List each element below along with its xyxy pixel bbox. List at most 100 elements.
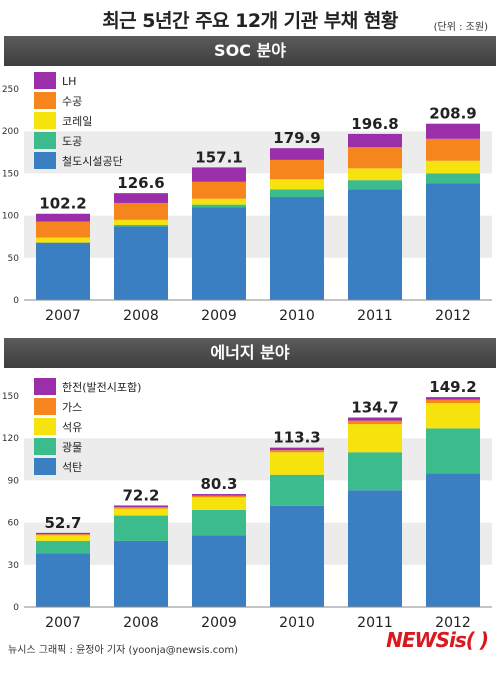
soc-bar-2009-4 (192, 167, 246, 182)
energy-legend-label: 광물 (62, 441, 82, 454)
energy-bar-2012-0 (426, 473, 480, 607)
energy-xtick-label: 2007 (45, 615, 81, 628)
soc-ytick-label: 0 (13, 296, 19, 306)
energy-total-label: 80.3 (200, 475, 237, 493)
soc-bar-2010-0 (270, 197, 324, 300)
energy-bar-2011-4 (348, 417, 402, 421)
energy-xtick-label: 2010 (279, 615, 315, 628)
energy-bar-2009-1 (192, 509, 246, 536)
soc-bar-2011-2 (348, 168, 402, 181)
soc-bar-2008-3 (114, 202, 168, 220)
energy-bar-2007-1 (36, 540, 90, 554)
soc-bar-2008-1 (114, 224, 168, 227)
soc-legend-label: 철도시설공단 (62, 155, 123, 168)
soc-bar-2010-1 (270, 189, 324, 198)
energy-bar-2007-2 (36, 535, 90, 541)
energy-bar-2010-4 (270, 447, 324, 451)
energy-bar-2010-1 (270, 474, 324, 506)
soc-bar-2009-0 (192, 207, 246, 300)
soc-xtick-label: 2010 (279, 308, 315, 324)
soc-bar-2008-2 (114, 219, 168, 225)
soc-bar-2010-2 (270, 179, 324, 190)
energy-legend-label: 한전(발전시포함) (62, 381, 141, 394)
energy-bar-2009-4 (192, 494, 246, 496)
unit-label: (단위 : 조원) (433, 22, 488, 33)
soc-bar-2012-2 (426, 160, 480, 174)
soc-ytick-label: 50 (8, 254, 20, 264)
soc-bar-2011-3 (348, 147, 402, 169)
soc-bar-2011-1 (348, 180, 402, 190)
energy-bar-2011-0 (348, 490, 402, 607)
energy-legend-swatch (34, 438, 56, 455)
soc-ytick-label: 100 (2, 212, 19, 222)
soc-bar-2009-3 (192, 181, 246, 199)
soc-bar-2009-2 (192, 198, 246, 205)
energy-ytick-label: 0 (13, 603, 19, 613)
soc-section-header: SOC 분야 (4, 36, 496, 66)
soc-xtick-label: 2007 (45, 308, 81, 324)
soc-total-label: 157.1 (195, 148, 242, 166)
soc-legend-label: 코레일 (62, 114, 92, 128)
energy-bar-2008-0 (114, 540, 168, 607)
soc-legend-swatch (34, 92, 56, 109)
soc-grid-band (24, 131, 492, 174)
soc-bar-2012-0 (426, 183, 480, 300)
soc-legend-swatch (34, 112, 56, 129)
energy-bar-2007-0 (36, 553, 90, 607)
soc-legend-label: LH (62, 75, 76, 88)
energy-legend-label: 석유 (62, 421, 82, 434)
soc-legend-label: 수공 (62, 95, 82, 108)
graphic-credit: 뉴시스 그래픽 : 윤정아 기자 (yoonja@newsis.com) (8, 645, 239, 656)
energy-grid-band (24, 396, 492, 439)
energy-bar-2009-3 (192, 495, 246, 498)
newsis-logo: NEWSis( ) (386, 628, 489, 652)
energy-bar-2012-4 (426, 397, 480, 400)
energy-ytick-label: 30 (8, 561, 20, 571)
energy-bar-2008-1 (114, 515, 168, 541)
energy-ytick-label: 150 (2, 392, 19, 402)
energy-xtick-label: 2008 (123, 615, 159, 628)
soc-legend-swatch (34, 152, 56, 169)
soc-bar-2012-4 (426, 123, 480, 139)
soc-total-label: 196.8 (351, 115, 398, 133)
energy-legend-swatch (34, 418, 56, 435)
soc-total-label: 179.9 (273, 129, 320, 147)
energy-ytick-label: 60 (8, 519, 20, 529)
soc-ytick-label: 250 (2, 85, 19, 95)
energy-bar-2008-3 (114, 507, 168, 509)
soc-bar-2008-0 (114, 226, 168, 300)
soc-bar-2007-3 (36, 221, 90, 238)
energy-grid-band (24, 438, 492, 481)
energy-xtick-label: 2009 (201, 615, 237, 628)
energy-bar-2007-3 (36, 534, 90, 536)
energy-total-label: 52.7 (44, 514, 81, 532)
soc-legend-swatch (34, 72, 56, 89)
energy-total-label: 72.2 (122, 486, 159, 504)
energy-grid-band (24, 522, 492, 565)
energy-bar-2012-3 (426, 399, 480, 404)
energy-total-label: 149.2 (429, 378, 476, 396)
soc-total-label: 208.9 (429, 105, 476, 123)
energy-legend-label: 가스 (62, 401, 82, 414)
soc-bar-2009-1 (192, 204, 246, 208)
energy-legend-label: 석탄 (62, 461, 82, 474)
soc-total-label: 126.6 (117, 174, 164, 192)
energy-bar-2010-3 (270, 450, 324, 453)
energy-ytick-label: 90 (8, 476, 20, 486)
soc-grid-band (24, 89, 492, 132)
energy-xtick-label: 2012 (435, 615, 471, 628)
soc-bar-2011-0 (348, 189, 402, 300)
soc-bar-2010-4 (270, 148, 324, 160)
energy-bar-2008-4 (114, 505, 168, 508)
energy-bar-2012-2 (426, 403, 480, 429)
energy-bar-2011-1 (348, 452, 402, 491)
energy-bar-2007-4 (36, 532, 90, 535)
energy-bar-2009-0 (192, 535, 246, 607)
soc-bar-2012-3 (426, 138, 480, 161)
energy-xtick-label: 2011 (357, 615, 393, 628)
soc-debt-chart: 0 50 100 150 200 250 102.2 2007 126.6 2008 157.1 20… (2, 72, 492, 324)
energy-total-label: 113.3 (273, 429, 320, 447)
soc-bar-2008-4 (114, 193, 168, 203)
soc-bar-2012-1 (426, 173, 480, 184)
soc-xtick-label: 2009 (201, 308, 237, 324)
